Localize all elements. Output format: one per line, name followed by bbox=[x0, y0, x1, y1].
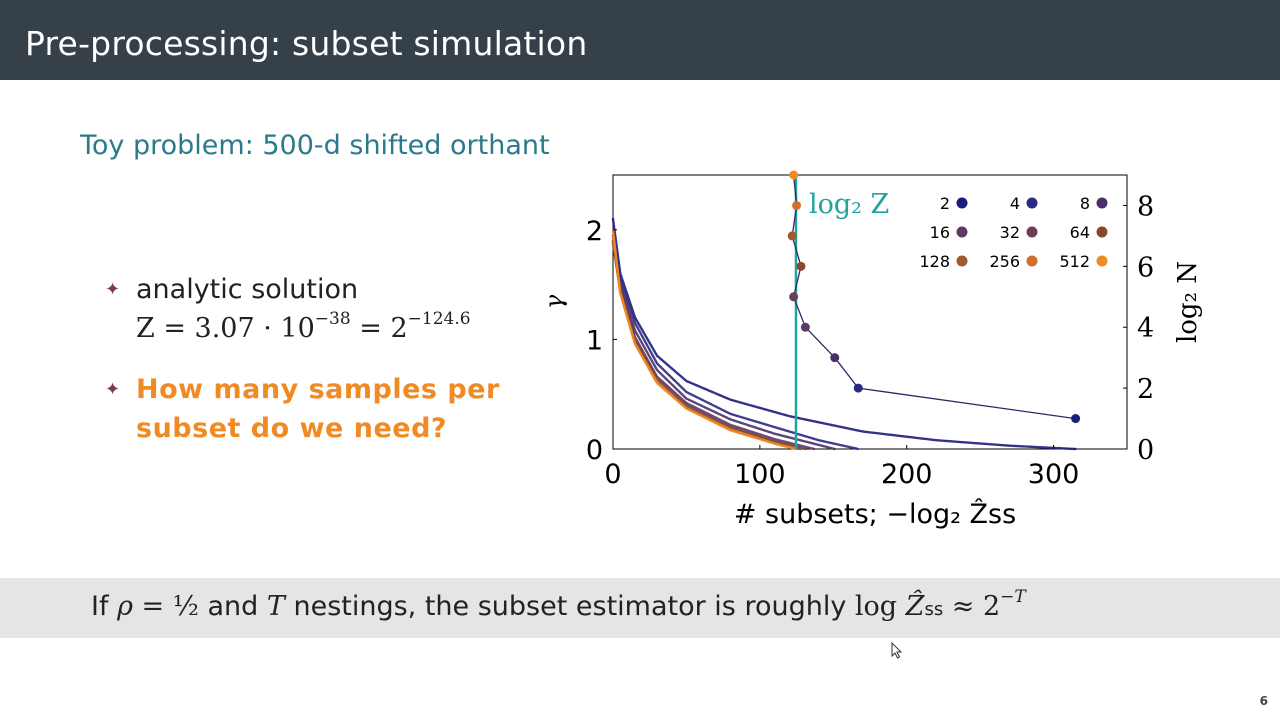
legend-marker-32 bbox=[1026, 226, 1038, 238]
x-tick-label: 0 bbox=[604, 459, 621, 490]
y-right-tick-label: 8 bbox=[1137, 191, 1154, 222]
y-right-axis-label: log₂ N bbox=[1173, 261, 1203, 343]
title-bar: Pre-processing: subset simulation bbox=[0, 0, 1280, 80]
gamma-curve-512 bbox=[611, 228, 798, 451]
legend-label-32: 32 bbox=[1000, 223, 1020, 242]
legend-marker-128 bbox=[956, 255, 968, 267]
mouse-pointer-icon bbox=[891, 642, 903, 659]
four-point-star-icon: ✦ bbox=[105, 279, 121, 300]
x-axis-label: # subsets; −log₂ Ẑss bbox=[734, 498, 1016, 530]
bullet-list: ✦ analytic solution Z = 3.07 · 10−38 = 2… bbox=[105, 270, 545, 448]
bullet-analytic-solution: ✦ analytic solution Z = 3.07 · 10−38 = 2… bbox=[105, 270, 545, 352]
legend-marker-256 bbox=[1026, 255, 1038, 267]
four-point-star-icon: ✦ bbox=[105, 379, 121, 400]
estimate-point-64 bbox=[796, 261, 806, 271]
legend-marker-2 bbox=[956, 197, 968, 209]
legend-label-512: 512 bbox=[1059, 252, 1090, 271]
estimate-point-512 bbox=[789, 170, 799, 180]
estimate-point-32 bbox=[789, 292, 799, 302]
x-tick-label: 100 bbox=[734, 459, 786, 490]
x-tick-label: 200 bbox=[881, 459, 933, 490]
estimate-point-128 bbox=[787, 231, 797, 241]
y-left-tick-label: 0 bbox=[586, 435, 603, 466]
y-left-tick-label: 2 bbox=[586, 216, 603, 247]
subset-simulation-chart: log₂ Z 0 100 200 300 0 1 2 0 2 4 6 8 # subsets; −log₂… bbox=[540, 170, 1203, 530]
page-number: 6 bbox=[1259, 694, 1268, 708]
y-right-tick-label: 4 bbox=[1137, 313, 1154, 344]
slide-subtitle: Toy problem: 500-d shifted orthant bbox=[80, 130, 550, 161]
estimate-point-256 bbox=[792, 200, 802, 210]
legend-marker-512 bbox=[1096, 255, 1108, 267]
estimate-point-4 bbox=[853, 383, 863, 393]
estimate-point-8 bbox=[830, 353, 840, 363]
legend-label-256: 256 bbox=[989, 252, 1020, 271]
estimate-point-16 bbox=[800, 322, 810, 332]
y-right-tick-label: 0 bbox=[1137, 435, 1154, 466]
legend-label-4: 4 bbox=[1010, 194, 1020, 213]
slide-title: Pre-processing: subset simulation bbox=[25, 24, 588, 63]
footer-note-bar: If ρ = ½ and T nestings, the subset esti… bbox=[0, 578, 1280, 638]
gamma-curve-4 bbox=[611, 234, 860, 451]
legend-label-8: 8 bbox=[1080, 194, 1090, 213]
plot-frame bbox=[612, 174, 1128, 450]
legend-marker-64 bbox=[1096, 226, 1108, 238]
question-text: How many samples per subset do we need? bbox=[136, 374, 500, 444]
legend-marker-8 bbox=[1096, 197, 1108, 209]
y-left-axis-label: γ bbox=[540, 294, 568, 309]
legend-marker-16 bbox=[956, 226, 968, 238]
y-right-tick-label: 6 bbox=[1137, 252, 1154, 283]
gamma-curve-2 bbox=[611, 217, 1077, 451]
estimate-point-2 bbox=[1071, 414, 1081, 424]
bullet-label: analytic solution bbox=[136, 274, 359, 305]
x-tick-label: 300 bbox=[1028, 459, 1080, 490]
legend-label-2: 2 bbox=[940, 194, 950, 213]
log2z-label: log₂ Z bbox=[809, 189, 889, 220]
legend-marker-4 bbox=[1026, 197, 1038, 209]
y-left-tick-label: 1 bbox=[586, 325, 603, 356]
footer-note: If ρ = ½ and T nestings, the subset esti… bbox=[91, 587, 1026, 622]
legend-label-128: 128 bbox=[919, 252, 950, 271]
analytic-equation: Z = 3.07 · 10−38 = 2−124.6 bbox=[136, 309, 471, 344]
y-right-tick-label: 2 bbox=[1137, 374, 1154, 405]
legend-label-16: 16 bbox=[930, 223, 950, 242]
bullet-question: ✦ How many samples per subset do we need… bbox=[105, 370, 545, 448]
legend-label-64: 64 bbox=[1070, 223, 1090, 242]
